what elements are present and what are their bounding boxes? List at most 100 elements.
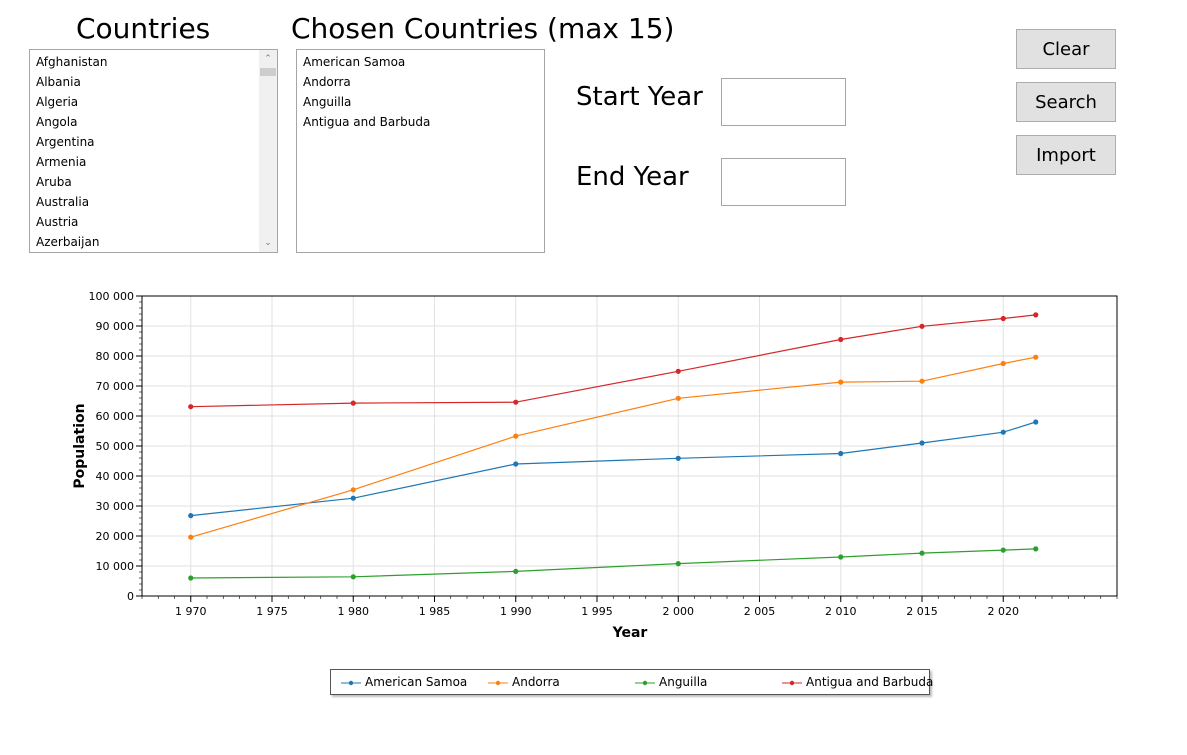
countries-title: Countries xyxy=(76,12,211,45)
legend-line-icon xyxy=(635,680,655,685)
y-tick-label: 40 000 xyxy=(96,470,135,483)
data-point-anguilla xyxy=(838,554,844,560)
y-tick-label: 30 000 xyxy=(96,500,135,513)
y-tick-label: 50 000 xyxy=(96,440,135,453)
data-point-american-samoa xyxy=(1000,429,1006,435)
list-item[interactable]: Azerbaijan xyxy=(36,235,100,249)
data-point-antigua-and-barbuda xyxy=(1000,315,1006,322)
countries-scrollbar[interactable]: ⌃ ⌄ xyxy=(259,50,277,252)
x-tick-label: 1 990 xyxy=(500,605,532,618)
series-line-anguilla xyxy=(190,548,1036,579)
legend-item-american-samoa: American Samoa xyxy=(341,670,467,694)
data-point-antigua-and-barbuda xyxy=(1033,312,1039,318)
list-item[interactable]: American Samoa xyxy=(303,55,406,69)
x-tick-label: 1 995 xyxy=(581,605,613,618)
data-point-antigua-and-barbuda xyxy=(838,336,844,343)
list-item[interactable]: Australia xyxy=(36,195,90,209)
end-year-input[interactable] xyxy=(721,158,846,206)
x-tick-label: 1 970 xyxy=(175,605,207,618)
data-point-andorra xyxy=(350,487,356,493)
data-point-antigua-and-barbuda xyxy=(919,323,925,329)
legend-line-icon xyxy=(488,680,508,685)
data-point-andorra xyxy=(1000,360,1006,367)
chart-series xyxy=(188,312,1039,581)
data-point-andorra xyxy=(675,395,681,401)
data-point-american-samoa xyxy=(675,455,681,461)
legend-label: Anguilla xyxy=(659,675,708,689)
y-tick-label: 90 000 xyxy=(96,320,135,333)
list-item[interactable]: Andorra xyxy=(303,75,351,89)
list-item[interactable]: Antigua and Barbuda xyxy=(303,115,431,129)
data-point-antigua-and-barbuda xyxy=(188,404,194,410)
series-line-american-samoa xyxy=(190,421,1036,517)
y-tick-label: 0 xyxy=(127,590,134,603)
data-point-andorra xyxy=(513,433,519,439)
y-tick-label: 60 000 xyxy=(96,410,135,423)
data-point-anguilla xyxy=(1000,547,1006,553)
list-item[interactable]: Armenia xyxy=(36,155,87,169)
data-point-antigua-and-barbuda xyxy=(675,368,681,374)
x-tick-label: 2 020 xyxy=(988,605,1020,618)
list-item[interactable]: Aruba xyxy=(36,175,72,189)
data-point-american-samoa xyxy=(919,440,925,446)
x-tick-label: 1 985 xyxy=(419,605,451,618)
y-tick-label: 100 000 xyxy=(89,290,135,303)
x-tick-label: 1 975 xyxy=(256,605,288,618)
search-button[interactable]: Search xyxy=(1016,82,1116,122)
data-point-andorra xyxy=(919,378,925,384)
data-point-anguilla xyxy=(350,574,356,580)
x-tick-label: 2 015 xyxy=(906,605,938,618)
data-point-anguilla xyxy=(1033,546,1039,552)
y-tick-label: 20 000 xyxy=(96,530,135,543)
data-point-antigua-and-barbuda xyxy=(513,399,519,405)
chosen-items: American Samoa Andorra Anguilla Antigua … xyxy=(297,50,544,132)
chart-ticks: 1 970 1 975 1 980 1 985 1 990 1 995 2 000 2 005… xyxy=(89,290,1118,618)
countries-listbox[interactable]: Afghanistan Albania Algeria Angola Argen… xyxy=(29,49,278,253)
list-item[interactable]: Argentina xyxy=(36,135,95,149)
list-item[interactable]: Algeria xyxy=(36,95,79,109)
list-item[interactable]: Albania xyxy=(36,75,81,89)
legend-label: Antigua and Barbuda xyxy=(806,675,934,689)
data-point-anguilla xyxy=(919,550,925,556)
data-point-anguilla xyxy=(188,575,194,581)
chosen-countries-listbox[interactable]: American Samoa Andorra Anguilla Antigua … xyxy=(296,49,545,253)
scrollbar-thumb[interactable] xyxy=(260,68,276,76)
data-point-anguilla xyxy=(675,561,681,567)
legend-label: American Samoa xyxy=(365,675,468,689)
legend-item-antigua-and-barbuda: Antigua and Barbuda xyxy=(782,670,933,694)
clear-button[interactable]: Clear xyxy=(1016,29,1116,69)
data-point-american-samoa xyxy=(513,461,519,467)
legend-line-icon xyxy=(782,680,802,685)
y-tick-label: 10 000 xyxy=(96,560,135,573)
y-tick-label: 70 000 xyxy=(96,380,135,393)
data-point-american-samoa xyxy=(188,513,194,519)
chevron-down-icon[interactable]: ⌄ xyxy=(264,238,272,248)
data-point-anguilla xyxy=(513,568,519,574)
y-tick-label: 80 000 xyxy=(96,350,135,363)
chart-legend: American Samoa Andorra Anguilla Antigua … xyxy=(330,669,933,695)
list-item[interactable]: Anguilla xyxy=(303,95,352,109)
series-line-andorra xyxy=(190,356,1036,538)
series-line-antigua-and-barbuda xyxy=(190,314,1036,408)
x-tick-label: 1 980 xyxy=(338,605,370,618)
legend-label: Andorra xyxy=(512,675,560,689)
import-button[interactable]: Import xyxy=(1016,135,1116,175)
x-tick-label: 2 010 xyxy=(825,605,857,618)
chosen-countries-title: Chosen Countries (max 15) xyxy=(291,12,675,45)
end-year-label: End Year xyxy=(576,162,689,192)
y-axis-label: Population xyxy=(72,403,88,488)
data-point-antigua-and-barbuda xyxy=(350,400,356,406)
list-item[interactable]: Austria xyxy=(36,215,79,229)
population-chart: 1 970 1 975 1 980 1 985 1 990 1 995 2 000 2 005… xyxy=(72,290,1118,641)
x-tick-label: 2 005 xyxy=(744,605,776,618)
start-year-input[interactable] xyxy=(721,78,846,126)
countries-items: Afghanistan Albania Algeria Angola Argen… xyxy=(30,50,277,252)
legend-line-icon xyxy=(341,680,361,685)
start-year-label: Start Year xyxy=(576,82,703,112)
list-item[interactable]: Afghanistan xyxy=(36,55,108,69)
chevron-up-icon[interactable]: ⌃ xyxy=(264,54,272,64)
data-point-andorra xyxy=(1033,354,1039,360)
data-point-american-samoa xyxy=(838,450,844,457)
list-item[interactable]: Angola xyxy=(36,115,78,129)
data-point-andorra xyxy=(838,379,844,385)
